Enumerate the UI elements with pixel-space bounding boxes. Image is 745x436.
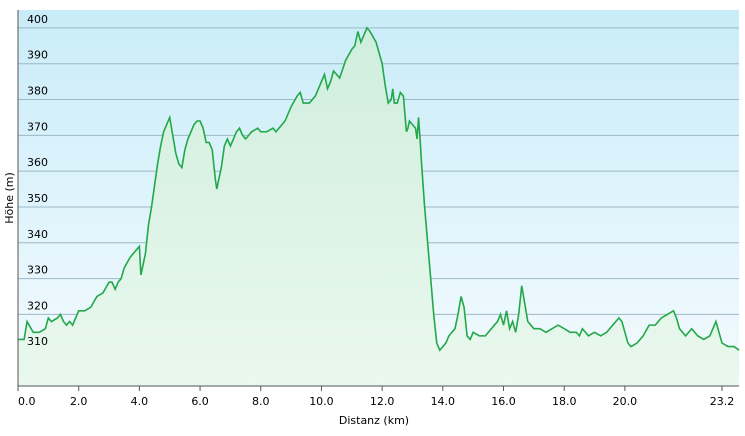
x-tick-labels: 0.0 2.0 4.0 6.0 8.0 10.0 12.0 14.0 16.0 18.0 20.0 2… [17, 386, 735, 408]
x-tick-label: 2.0 [70, 395, 88, 408]
x-tick-label: 4.0 [131, 395, 149, 408]
y-tick-label: 350 [27, 192, 48, 205]
x-tick-label: 20.0 [613, 395, 638, 408]
y-tick-label: 370 [27, 120, 48, 133]
x-tick-label: 23.2 [710, 395, 735, 408]
y-tick-label: 360 [27, 156, 48, 169]
x-tick-label: 12.0 [370, 395, 395, 408]
y-tick-label: 340 [27, 228, 48, 241]
y-tick-label: 380 [27, 85, 48, 98]
x-tick-label: 8.0 [252, 395, 270, 408]
y-tick-label: 310 [27, 335, 48, 348]
y-tick-label: 400 [27, 13, 48, 26]
x-axis-title: Distanz (km) [339, 414, 409, 427]
y-tick-label: 320 [27, 299, 48, 312]
y-tick-label: 330 [27, 264, 48, 277]
x-tick-label: 10.0 [309, 395, 334, 408]
x-tick-label: 16.0 [491, 395, 516, 408]
x-tick-label: 6.0 [191, 395, 209, 408]
elevation-area [18, 27, 739, 387]
x-tick-label: 18.0 [552, 395, 577, 408]
y-axis-title: Höhe (m) [3, 172, 16, 224]
x-tick-label: 0.0 [18, 395, 36, 408]
elevation-line [18, 26, 740, 352]
y-tick-labels: 310 320 330 340 350 360 370 380 390 400 [27, 13, 48, 348]
x-tick-label: 14.0 [431, 395, 456, 408]
y-tick-label: 390 [27, 49, 48, 62]
